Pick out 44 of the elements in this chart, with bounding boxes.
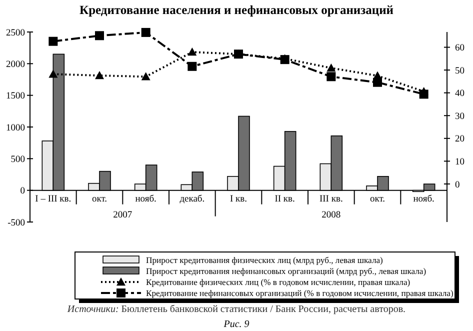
y-tick-label: 1500 [6,92,26,102]
point [141,72,150,80]
x-tick-label: I кв. [230,194,248,204]
text: Рис. 9 [222,319,250,330]
y2-tick-label: 10 [455,158,465,168]
x-tick-label: нояб. [135,194,156,204]
point [419,90,428,99]
legend-label: Кредитование нефинансовых организаций (% в годовом исчислении, правая шкала) [146,288,454,298]
point [48,36,58,46]
y-tick-label: -500 [8,218,26,228]
y2-tick-label: 30 [455,112,465,122]
point [188,48,197,56]
x-tick-label: III кв. [319,194,343,204]
x-tick-label: окт. [370,194,386,204]
x-tick-label: II кв. [274,194,295,204]
annotation: 2008 [322,210,341,220]
y-tick-label: 2500 [6,28,26,38]
point [141,28,150,37]
text: Источники: Бюллетень банковской статистики / Банк России, расчеты авторов. [66,304,406,315]
chart-title: Кредитование населения и нефинансовых организаций [80,3,394,17]
point [188,62,197,71]
point [48,70,58,78]
y2-tick-label: 0 [455,180,460,190]
legend-label: Кредитование физических лиц (% в годовом исчислении, правая шкала) [146,277,410,288]
y2-tick-label: 50 [455,66,465,76]
x-tick-label: окт. [92,194,108,204]
x-tick-label: I – III кв. [35,194,72,204]
point [95,31,104,40]
x-tick-label: декаб. [180,194,205,204]
y-tick-label: 1000 [6,123,26,134]
y2-tick-label: 40 [455,89,465,100]
y-tick-label: 0 [20,186,26,197]
legend-label: Прирост кредитования физических лиц (млрд руб., левая шкала) [146,255,384,266]
point [326,63,336,72]
y-tick-label: 500 [10,154,26,165]
point [95,71,104,80]
x-tick-label: нояб. [413,194,434,204]
y2-tick-label: 20 [455,134,465,145]
point [373,78,382,87]
y-tick-label: 2000 [6,60,26,70]
annotation: 2007 [113,210,132,220]
legend-label: Прирост кредитования нефинансовых организаций (млрд руб., левая шкала) [146,266,426,276]
y2-tick-label: 60 [455,44,465,54]
point [326,72,336,82]
